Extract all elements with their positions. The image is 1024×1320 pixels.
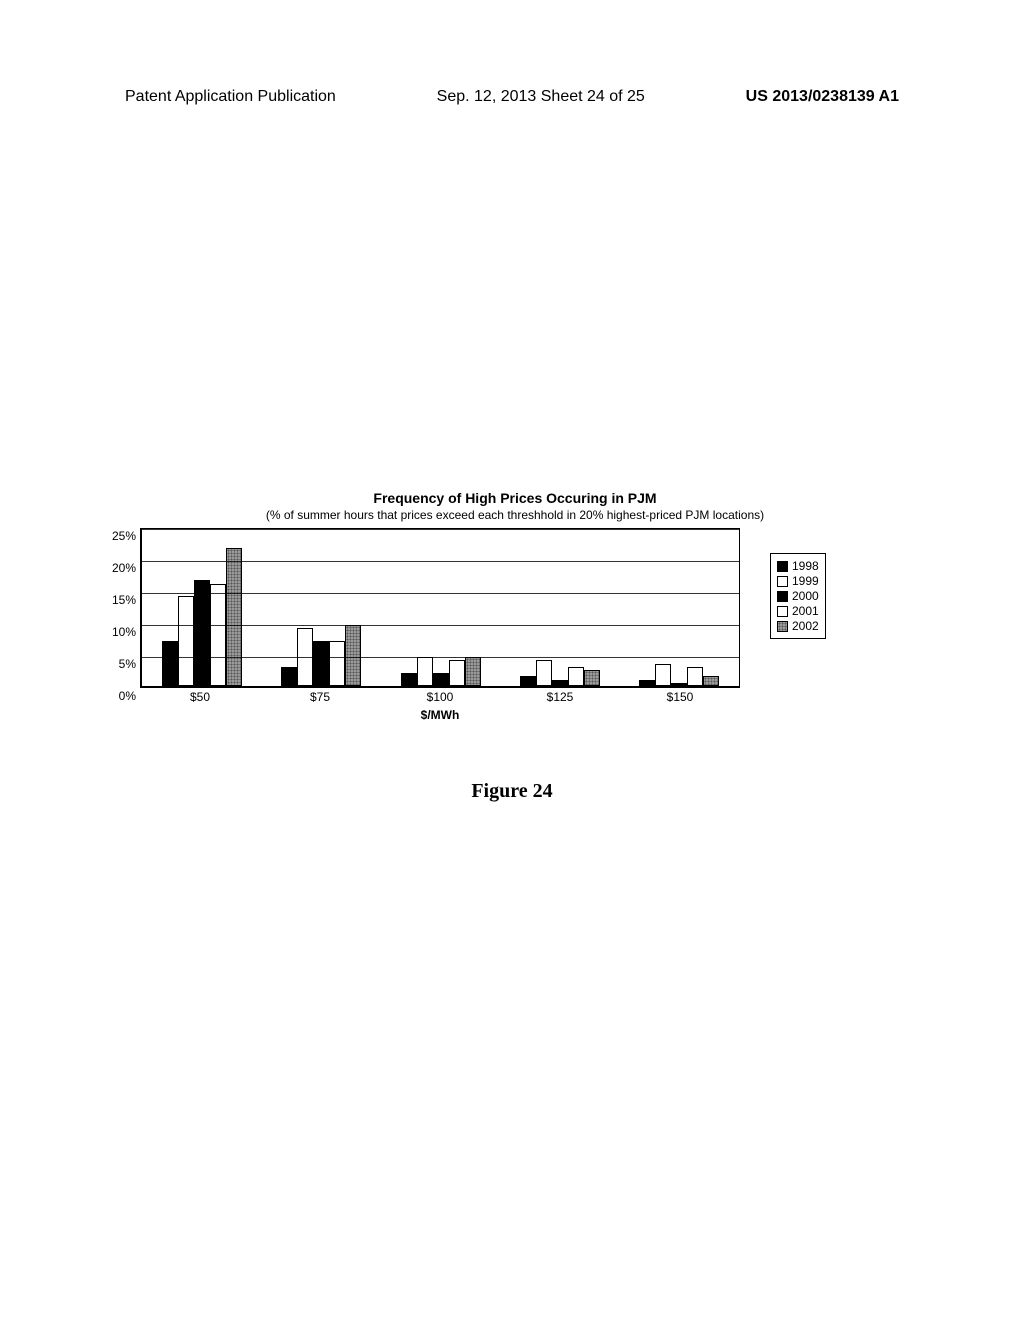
header-right: US 2013/0238139 A1	[746, 88, 899, 106]
y-tick-label: 15%	[112, 593, 136, 607]
x-axis-title: $/MWh	[140, 708, 740, 722]
header-left: Patent Application Publication	[125, 88, 336, 106]
chart-container: Frequency of High Prices Occuring in PJM…	[130, 490, 900, 708]
legend: 19981999200020012002	[770, 553, 826, 639]
bar	[433, 673, 449, 686]
gridline	[142, 625, 739, 626]
bar	[465, 657, 481, 686]
bar	[281, 667, 297, 686]
bar	[226, 548, 242, 686]
header-center: Sep. 12, 2013 Sheet 24 of 25	[437, 88, 645, 106]
legend-label: 2000	[792, 589, 819, 603]
bar	[194, 580, 210, 686]
y-tick-label: 0%	[119, 689, 136, 703]
bar	[210, 584, 226, 686]
legend-label: 1999	[792, 574, 819, 588]
bar	[345, 625, 361, 686]
legend-swatch	[777, 591, 788, 602]
x-tick-label: $100	[380, 690, 500, 704]
x-labels: $50$75$100$125$150	[140, 690, 740, 704]
chart-subtitle: (% of summer hours that prices exceed ea…	[130, 508, 900, 522]
bar	[655, 664, 671, 686]
legend-swatch	[777, 561, 788, 572]
legend-swatch	[777, 606, 788, 617]
legend-label: 2002	[792, 619, 819, 633]
bar	[329, 641, 345, 686]
legend-swatch	[777, 621, 788, 632]
legend-item: 2002	[777, 619, 819, 633]
chart-axes: $50$75$100$125$150 $/MWh 0%5%10%15%20%25…	[140, 528, 740, 708]
bar	[313, 641, 329, 686]
chart-plot-area	[140, 528, 740, 688]
legend-item: 2001	[777, 604, 819, 618]
bar-group	[261, 529, 380, 686]
bar	[417, 657, 433, 686]
y-tick-label: 25%	[112, 529, 136, 543]
bar	[520, 676, 536, 686]
bar	[568, 667, 584, 686]
bar	[178, 596, 194, 686]
bar-group	[620, 529, 739, 686]
bar	[671, 683, 687, 686]
bar	[584, 670, 600, 686]
x-tick-label: $50	[140, 690, 260, 704]
bar	[401, 673, 417, 686]
bar-group	[381, 529, 500, 686]
bar	[162, 641, 178, 686]
gridline	[142, 657, 739, 658]
bar	[552, 680, 568, 686]
bar	[536, 660, 552, 686]
y-tick-label: 10%	[112, 625, 136, 639]
y-tick-label: 5%	[119, 657, 136, 671]
bar	[639, 680, 655, 686]
gridline	[142, 529, 739, 530]
legend-item: 1998	[777, 559, 819, 573]
bar-group	[142, 529, 261, 686]
bar-group	[500, 529, 619, 686]
figure-caption: Figure 24	[0, 780, 1024, 803]
bar	[687, 667, 703, 686]
x-tick-label: $75	[260, 690, 380, 704]
gridline	[142, 593, 739, 594]
x-tick-label: $150	[620, 690, 740, 704]
legend-item: 1999	[777, 574, 819, 588]
x-tick-label: $125	[500, 690, 620, 704]
page-header: Patent Application Publication Sep. 12, …	[0, 88, 1024, 106]
bar	[703, 676, 719, 686]
legend-swatch	[777, 576, 788, 587]
chart-title: Frequency of High Prices Occuring in PJM	[130, 490, 900, 506]
y-tick-label: 20%	[112, 561, 136, 575]
gridline	[142, 561, 739, 562]
legend-label: 2001	[792, 604, 819, 618]
bar	[449, 660, 465, 686]
legend-label: 1998	[792, 559, 819, 573]
bars-container	[142, 529, 739, 686]
legend-item: 2000	[777, 589, 819, 603]
